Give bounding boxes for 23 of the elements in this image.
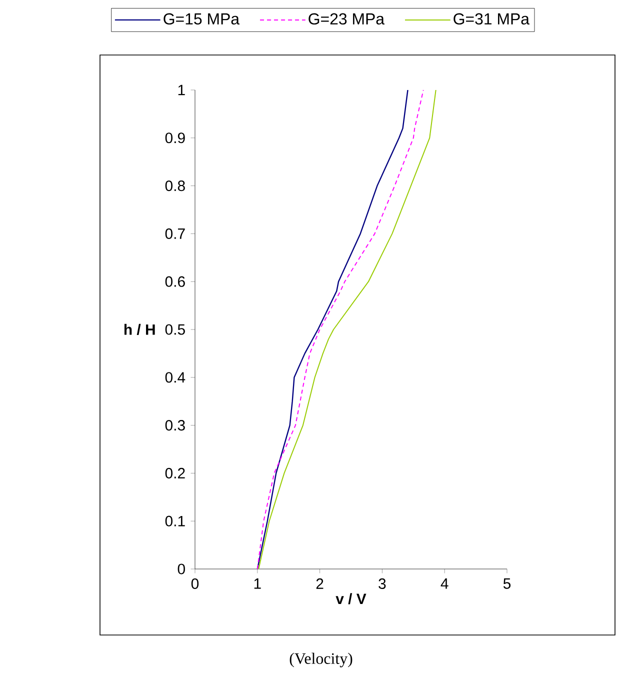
y-tick-label: 0.7	[165, 228, 185, 239]
x-tick-label: 5	[503, 578, 511, 589]
legend-label: G=15 MPa	[164, 13, 240, 25]
y-tick-label: 0	[178, 564, 185, 574]
legend-label: G=31 MPa	[454, 13, 530, 25]
y-axis-title: h / H	[124, 324, 155, 336]
y-tick-label: 0.9	[165, 132, 185, 144]
y-tick-label: 0.6	[165, 276, 185, 287]
x-tick-label: 0	[191, 578, 199, 589]
x-tick-label: 2	[316, 578, 324, 589]
y-tick-label: 0.1	[165, 516, 185, 526]
x-tick-label: 4	[440, 578, 448, 589]
x-axis-title: v / V	[336, 593, 366, 604]
text: (Velocity)	[290, 652, 352, 668]
y-tick-label: 1	[178, 84, 185, 96]
x-tick-label: 1	[254, 578, 261, 589]
y-tick-label: 0.8	[165, 180, 185, 192]
x-tick-label: 3	[378, 578, 386, 589]
y-tick-label: 0.5	[165, 324, 185, 335]
y-tick-label: 0.2	[165, 468, 185, 478]
y-tick-label: 0.4	[165, 372, 186, 383]
legend-label: G=23 MPa	[308, 13, 384, 25]
y-tick-label: 0.3	[165, 420, 185, 431]
